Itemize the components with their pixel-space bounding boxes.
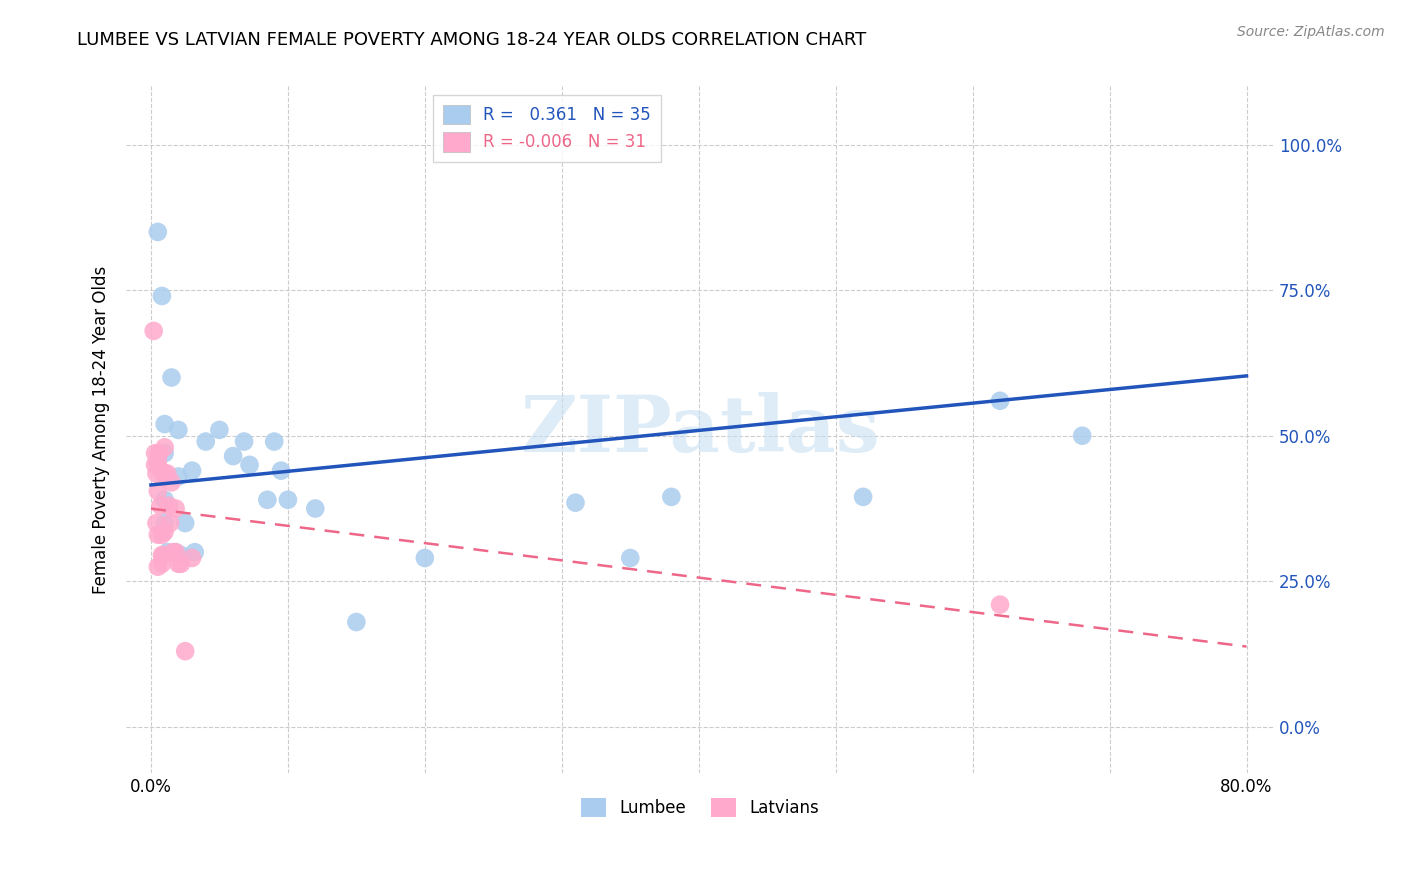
Point [256, 492, 278, 507]
Point [143, 446, 166, 460]
Point [153, 492, 176, 507]
Point [153, 524, 176, 539]
Point [146, 527, 169, 541]
Point [149, 464, 172, 478]
Point [988, 393, 1011, 408]
Point [277, 492, 299, 507]
Point [157, 499, 180, 513]
Point [146, 483, 169, 498]
Point [150, 548, 173, 562]
Text: Source: ZipAtlas.com: Source: ZipAtlas.com [1237, 25, 1385, 39]
Point [159, 516, 181, 530]
Point [852, 490, 875, 504]
Point [181, 551, 204, 566]
Text: LUMBEE VS LATVIAN FEMALE POVERTY AMONG 18-24 YEAR OLDS CORRELATION CHART: LUMBEE VS LATVIAN FEMALE POVERTY AMONG 1… [77, 31, 866, 49]
Point [156, 467, 179, 481]
Point [263, 434, 285, 449]
Point [222, 449, 245, 463]
Point [170, 548, 193, 562]
Point [564, 496, 586, 510]
Point [170, 557, 193, 571]
Point [181, 464, 204, 478]
Point [148, 446, 170, 460]
Point [150, 289, 173, 303]
Point [143, 458, 166, 472]
Y-axis label: Female Poverty Among 18-24 Year Olds: Female Poverty Among 18-24 Year Olds [93, 266, 110, 594]
Point [153, 516, 176, 530]
Point [344, 615, 367, 629]
Point [1071, 428, 1094, 442]
Point [153, 446, 176, 460]
Point [160, 475, 183, 490]
Point [233, 434, 256, 449]
Point [167, 469, 190, 483]
Point [150, 557, 173, 571]
Point [167, 557, 190, 571]
Point [153, 469, 176, 483]
Point [194, 434, 217, 449]
Point [413, 551, 436, 566]
Point [304, 501, 326, 516]
Point [153, 417, 176, 431]
Point [150, 527, 173, 541]
Point [165, 501, 187, 516]
Point [162, 545, 184, 559]
Point [184, 545, 207, 559]
Point [153, 467, 176, 481]
Point [619, 551, 641, 566]
Point [146, 559, 169, 574]
Point [152, 548, 174, 562]
Point [146, 455, 169, 469]
Point [238, 458, 260, 472]
Legend: Lumbee, Latvians: Lumbee, Latvians [575, 791, 825, 823]
Point [167, 423, 190, 437]
Point [153, 441, 176, 455]
Point [142, 324, 165, 338]
Point [208, 423, 231, 437]
Point [165, 545, 187, 559]
Point [270, 464, 292, 478]
Point [988, 598, 1011, 612]
Point [165, 545, 187, 559]
Point [145, 467, 167, 481]
Point [156, 545, 179, 559]
Point [174, 644, 197, 658]
Point [160, 370, 183, 384]
Point [145, 516, 167, 530]
Text: ZIPatlas: ZIPatlas [520, 392, 880, 468]
Point [146, 225, 169, 239]
Point [659, 490, 682, 504]
Point [174, 516, 197, 530]
Point [149, 499, 172, 513]
